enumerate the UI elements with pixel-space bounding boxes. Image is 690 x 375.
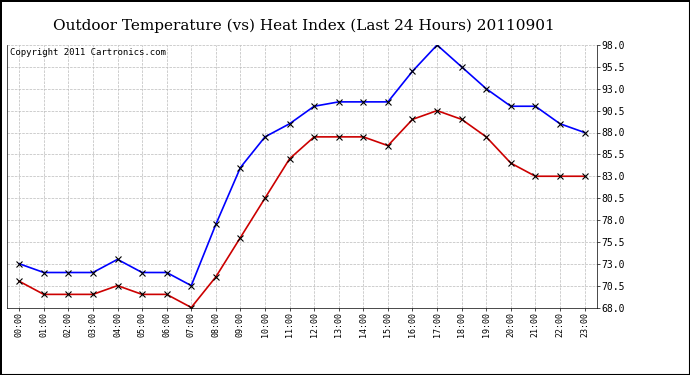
Text: Copyright 2011 Cartronics.com: Copyright 2011 Cartronics.com — [10, 48, 166, 57]
Text: Outdoor Temperature (vs) Heat Index (Last 24 Hours) 20110901: Outdoor Temperature (vs) Heat Index (Las… — [52, 19, 555, 33]
